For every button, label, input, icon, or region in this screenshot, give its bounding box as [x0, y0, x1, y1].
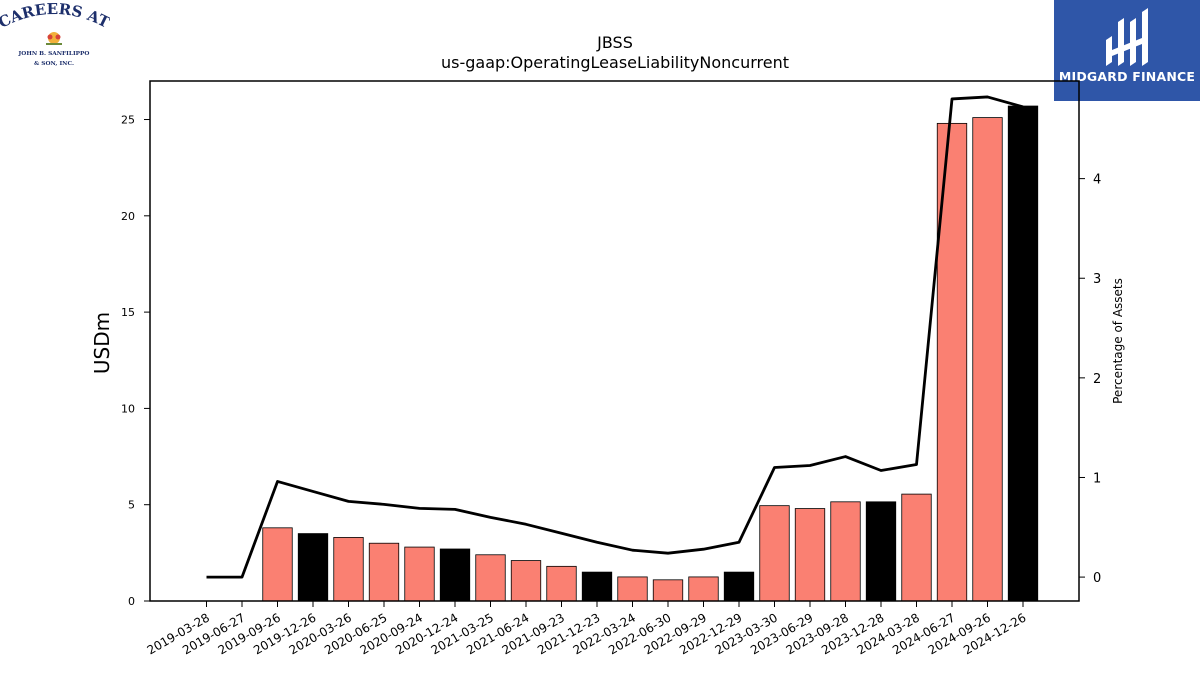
bar-2021-06-24 [510, 560, 542, 602]
bar-2022-12-29 [723, 571, 755, 602]
chart-title: JBSS [596, 33, 633, 52]
y2-tick-label: 4 [1093, 173, 1101, 188]
bar-2020-03-26 [333, 537, 364, 602]
midgard-logo-text: MIDGARD FINANCE [1058, 69, 1196, 84]
y-tick-label: 0 [128, 595, 135, 608]
bar-2020-09-24 [404, 546, 435, 602]
line-group [206, 95, 1024, 579]
bar-2023-12-28 [865, 501, 897, 602]
bar-2024-03-28 [901, 493, 932, 602]
x-axis: 2019-03-282019-06-272019-09-262019-12-26… [145, 601, 1029, 657]
y-tick-label: 5 [128, 499, 135, 512]
bar-2023-06-29 [794, 508, 826, 602]
careers-logo: CAREERS AT JOHN B. SANFILIPPO & SON, INC… [0, 0, 113, 80]
y2-tick-label: 0 [1093, 571, 1101, 586]
percentage-line [206, 95, 1024, 579]
bar-2021-03-25 [475, 554, 506, 602]
bar-2019-12-26 [297, 533, 329, 602]
y-tick-label: 20 [121, 210, 135, 223]
y-tick-label: 15 [121, 306, 135, 319]
bar-2022-03-24 [617, 576, 648, 602]
logo-company-suffix: & SON, INC. [34, 61, 74, 67]
plot-frame [149, 80, 1080, 602]
bar-2024-09-26 [972, 117, 1003, 602]
bar-2019-09-26 [262, 527, 293, 602]
bar-2022-06-30 [652, 579, 684, 602]
y-tick-label: 10 [121, 402, 135, 415]
y2-tick-label: 1 [1093, 471, 1101, 486]
careers-logo-graphic: CAREERS AT JOHN B. SANFILIPPO & SON, INC… [0, 0, 113, 67]
bar-2021-12-23 [581, 571, 613, 602]
y2-axis: 0 1 2 3 4 [1079, 173, 1101, 586]
bar-2020-06-25 [368, 542, 400, 602]
bar-2024-12-26 [1007, 105, 1039, 602]
bars-group [262, 105, 1039, 602]
chart-subtitle: us-gaap:OperatingLeaseLiabilityNoncurren… [441, 53, 789, 72]
y2-tick-label: 2 [1093, 372, 1101, 387]
logo-company-name: JOHN B. SANFILIPPO [18, 51, 90, 57]
bar-2020-12-24 [439, 548, 471, 602]
bar-2023-09-28 [830, 501, 861, 602]
bar-2021-09-23 [546, 565, 577, 602]
midgard-mark-icon [1106, 8, 1148, 66]
y-axis: 0 5 10 15 20 25 [121, 114, 150, 608]
y-axis-label: USDm [90, 312, 114, 374]
bar-2023-03-30 [759, 505, 790, 602]
y-tick-label: 25 [121, 114, 135, 127]
y2-tick-label: 3 [1093, 272, 1101, 287]
bar-2022-09-29 [688, 576, 719, 602]
y2-axis-label: Percentage of Assets [1111, 278, 1125, 404]
